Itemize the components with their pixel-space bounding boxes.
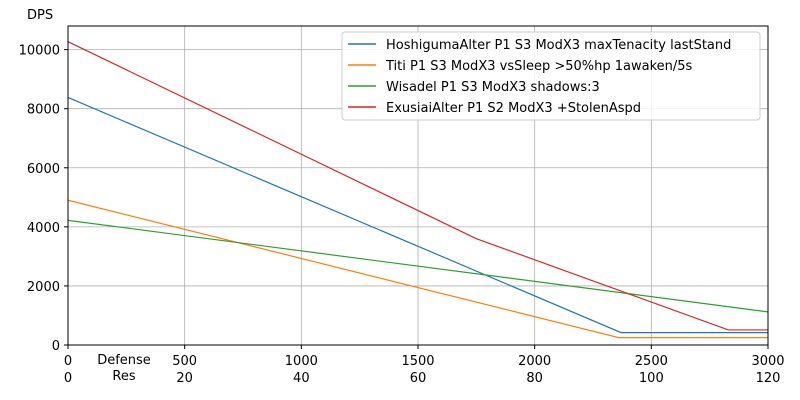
y-tick-label: 0 [52,339,60,354]
x-tick-label-res: 80 [526,371,543,386]
x-tick-label-defense: 1000 [285,354,318,369]
x-axis-label-res: Res [112,369,135,384]
series-line [67,199,768,339]
x-tick-label-res: 120 [756,371,781,386]
x-axis-label-defense: Defense [97,353,151,368]
legend: HoshigumaAlter P1 S3 ModX3 maxTenacity l… [341,31,761,121]
series-lines [67,41,769,339]
legend-box [341,31,761,121]
series-line [67,96,768,334]
x-tick-label-defense: 0 [64,354,72,369]
x-tick-label-defense: 500 [172,354,197,369]
x-tick-label-defense: 2500 [635,354,668,369]
y-tick-label: 4000 [27,221,60,236]
x-tick-label-defense: 2000 [518,354,551,369]
x-tick-label-res: 0 [64,371,72,386]
x-tick-label-res: 100 [639,371,664,386]
y-tick-label: 8000 [27,103,60,118]
x-tick-label-res: 20 [176,371,193,386]
legend-label: Titi P1 S3 ModX3 vsSleep >50%hp 1awaken/… [385,59,693,74]
x-tick-label-defense: 1500 [401,354,434,369]
series-line [67,41,768,331]
legend-label: HoshigumaAlter P1 S3 ModX3 maxTenacity l… [386,38,731,53]
x-tick-label-res: 60 [410,371,427,386]
legend-label: ExusiaiAlter P1 S2 ModX3 +StolenAspd [386,101,641,116]
y-axis-label: DPS [27,8,53,23]
y-tick-label: 2000 [27,280,60,295]
series-line [67,219,769,313]
legend-label: Wisadel P1 S3 ModX3 shadows:3 [386,80,600,95]
axis-ticks: 0050020100040150060200080250010030001200… [19,44,785,386]
x-tick-label-defense: 3000 [751,354,784,369]
y-tick-label: 6000 [27,162,60,177]
y-tick-label: 10000 [19,44,60,59]
x-tick-label-res: 40 [293,371,310,386]
